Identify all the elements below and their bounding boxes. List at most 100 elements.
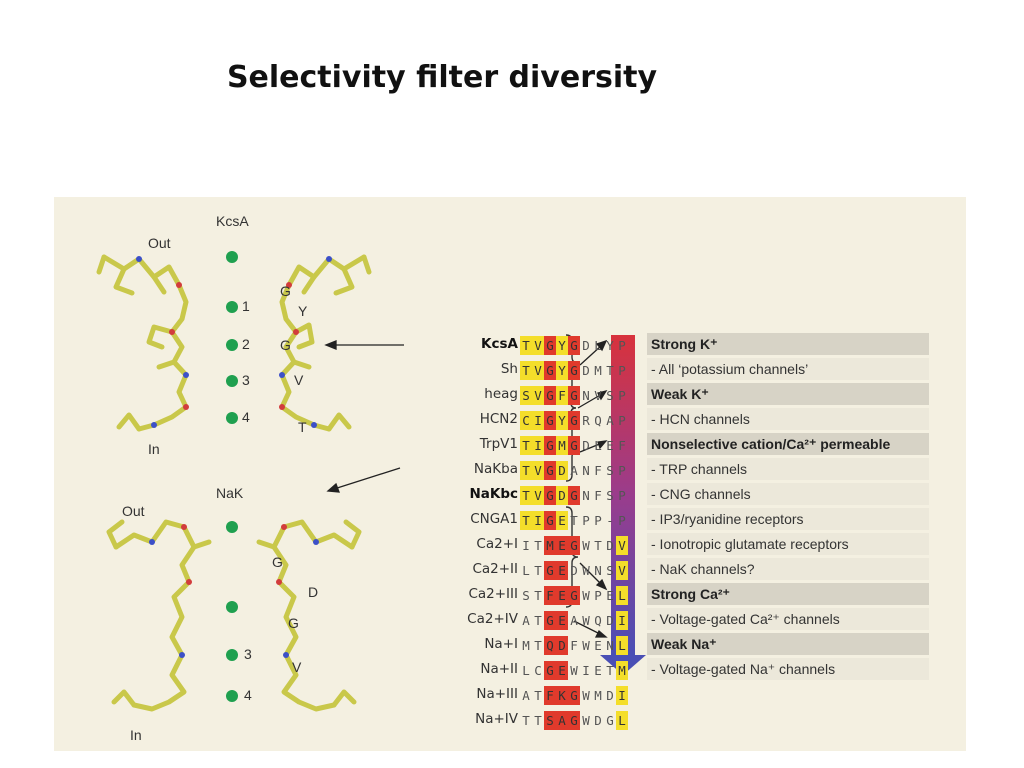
residue: L bbox=[616, 711, 628, 730]
ion-kcsa-4 bbox=[226, 412, 238, 424]
selectivity-filter-figure: KcsA Out In 1 2 3 4 G Y G V T NaK Out In… bbox=[54, 197, 966, 751]
residue: F bbox=[594, 488, 602, 503]
residue: W bbox=[582, 638, 590, 653]
kcsa-atoms bbox=[136, 256, 332, 428]
nak-atoms bbox=[149, 524, 319, 658]
residue: I bbox=[532, 436, 544, 455]
alignment-row: Ca2+I I T M E G W T D V bbox=[466, 533, 628, 558]
residue: L bbox=[522, 563, 530, 578]
residue: P bbox=[618, 413, 626, 428]
kcsa-site-1: 1 bbox=[242, 298, 250, 314]
nak-label: NaK bbox=[216, 485, 244, 501]
residue: D bbox=[556, 486, 568, 505]
residue: W bbox=[582, 588, 590, 603]
kcsa-res-v: V bbox=[294, 372, 304, 388]
residue: G bbox=[544, 436, 556, 455]
ion-nak-2 bbox=[226, 649, 238, 661]
category-heading: Weak K⁺ bbox=[647, 383, 929, 405]
pointer-arrows bbox=[324, 340, 404, 493]
residue: G bbox=[568, 336, 580, 355]
residue: T bbox=[570, 513, 578, 528]
nak-site-3: 3 bbox=[244, 646, 252, 662]
nak-res-g2: G bbox=[288, 615, 299, 631]
residue: D bbox=[556, 461, 568, 480]
residue: L bbox=[594, 438, 602, 453]
residue: P bbox=[594, 588, 602, 603]
residue: T bbox=[534, 588, 542, 603]
residue: Q bbox=[544, 636, 556, 655]
residue: P bbox=[618, 513, 626, 528]
residue: T bbox=[522, 713, 530, 728]
residue: T bbox=[534, 688, 542, 703]
residue: T bbox=[520, 511, 532, 530]
nak-res-d: D bbox=[308, 584, 319, 600]
residue: A bbox=[522, 613, 530, 628]
residue: W bbox=[582, 613, 590, 628]
residue: E bbox=[556, 586, 568, 605]
residue: T bbox=[520, 336, 532, 355]
residue: I bbox=[532, 411, 544, 430]
kcsa-site-2: 2 bbox=[242, 336, 250, 352]
residue: M bbox=[594, 688, 602, 703]
residue: E bbox=[556, 661, 568, 680]
residue: D bbox=[570, 563, 578, 578]
residue: L bbox=[616, 586, 628, 605]
category-item: - Ionotropic glutamate receptors bbox=[647, 533, 929, 555]
residue: L bbox=[616, 636, 628, 655]
kcsa-site-4: 4 bbox=[242, 409, 250, 425]
residue: C bbox=[534, 663, 542, 678]
residue: F bbox=[544, 686, 556, 705]
kcsa-res-t: T bbox=[298, 419, 307, 435]
sequence-name: Na+I bbox=[484, 636, 518, 652]
residue: G bbox=[568, 536, 580, 555]
sequence-name: Ca2+III bbox=[468, 586, 518, 602]
kcsa-res-g1: G bbox=[280, 283, 291, 299]
sequence-name: Na+III bbox=[476, 686, 518, 702]
category-heading: Strong Ca²⁺ bbox=[647, 583, 929, 605]
residue: W bbox=[582, 563, 590, 578]
kcsa-label: KcsA bbox=[216, 213, 249, 229]
residue: G bbox=[568, 361, 580, 380]
residue: V bbox=[532, 461, 544, 480]
alignment-row: CNGA1 T I G E T P P - P bbox=[466, 508, 626, 533]
residue: D bbox=[582, 338, 590, 353]
residue: G bbox=[568, 586, 580, 605]
residue: S bbox=[520, 386, 532, 405]
nak-right-chain bbox=[256, 519, 362, 712]
residue: D bbox=[556, 636, 568, 655]
residue: T bbox=[534, 713, 542, 728]
residue: V bbox=[616, 536, 628, 555]
residue: E bbox=[606, 588, 614, 603]
residue: P bbox=[582, 513, 590, 528]
residue: G bbox=[568, 411, 580, 430]
sequence-name: Sh bbox=[500, 361, 518, 377]
residue: G bbox=[568, 686, 580, 705]
residue: W bbox=[582, 538, 590, 553]
residue: I bbox=[616, 686, 628, 705]
residue: K bbox=[556, 686, 568, 705]
kcsa-in-label: In bbox=[148, 441, 160, 457]
residue: S bbox=[522, 588, 530, 603]
residue: Y bbox=[556, 336, 568, 355]
sequence-name: NaKbc bbox=[469, 486, 518, 502]
sequence-name: Na+IV bbox=[475, 711, 518, 727]
residue: G bbox=[544, 461, 556, 480]
alignment-row: Na+IV T T S A G W D G L bbox=[466, 708, 628, 733]
residue: Q bbox=[594, 413, 602, 428]
residue: M bbox=[522, 638, 530, 653]
residue: T bbox=[594, 538, 602, 553]
category-heading: Nonselective cation/Ca²⁺ permeable bbox=[647, 433, 929, 455]
residue: V bbox=[532, 336, 544, 355]
residue: P bbox=[618, 388, 626, 403]
residue: S bbox=[606, 488, 614, 503]
category-item: - All ‘potassium channels’ bbox=[647, 358, 929, 380]
residue: P bbox=[618, 463, 626, 478]
residue: V bbox=[532, 486, 544, 505]
residue: E bbox=[556, 536, 568, 555]
residue: N bbox=[606, 638, 614, 653]
residue: G bbox=[544, 411, 556, 430]
category-item: - Voltage-gated Ca²⁺ channels bbox=[647, 608, 929, 630]
category-arrows bbox=[573, 339, 608, 638]
nak-out-label: Out bbox=[122, 503, 145, 519]
residue: E bbox=[556, 561, 568, 580]
